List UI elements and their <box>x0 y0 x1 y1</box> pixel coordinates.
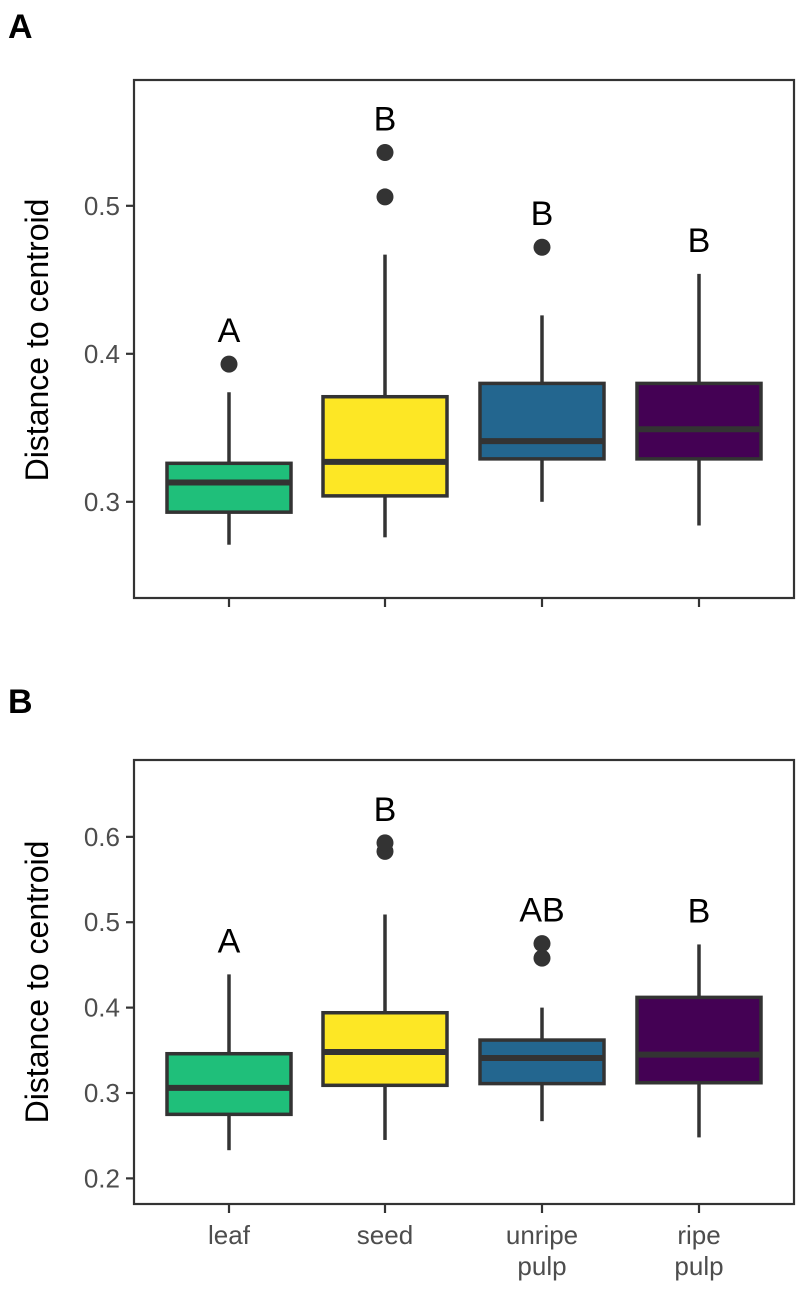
panel-a-y-axis: 0.3 0.4 0.5 <box>84 191 134 517</box>
panel-b-y-tick-label: 0.4 <box>84 993 120 1023</box>
panel-b-y-tick-label: 0.2 <box>84 1163 120 1193</box>
panel-b-category-label: unripe pulp <box>506 1220 578 1281</box>
significance-letter: A <box>218 922 241 960</box>
panel-b-y-tick-label: 0.5 <box>84 907 120 937</box>
panel-a-box-ripe-pulp: B <box>635 222 763 526</box>
panel-b-box-seed: B <box>321 791 449 1140</box>
panel-a-box-seed: B <box>321 101 449 538</box>
significance-letter: B <box>688 222 711 260</box>
panel-b-y-tick-label: 0.3 <box>84 1078 120 1108</box>
panel-a-box-unripe-pulp: B <box>478 195 606 502</box>
panel-a-letter: A <box>8 8 33 46</box>
significance-letter: A <box>218 312 241 350</box>
panel-b-category-label-line: seed <box>357 1220 413 1250</box>
significance-letter: B <box>374 791 397 829</box>
significance-letter: B <box>374 101 397 139</box>
interquartile-box <box>635 381 763 461</box>
outlier-point <box>376 834 394 852</box>
panel-b-category-label: leaf <box>208 1220 251 1250</box>
significance-letter: B <box>688 892 711 930</box>
outlier-point <box>376 188 394 206</box>
panel-b-category-label: seed <box>357 1220 413 1250</box>
panel-a-x-axis <box>227 598 701 607</box>
panel-a-y-tick-label: 0.3 <box>84 487 120 517</box>
significance-letter: AB <box>519 892 564 930</box>
panel-b-category-label-line: pulp <box>517 1251 566 1281</box>
panel-b-box-ripe-pulp: B <box>635 892 763 1138</box>
panel-a-y-tick-label: 0.4 <box>84 339 120 369</box>
significance-letter: B <box>531 195 554 233</box>
outlier-point <box>533 935 551 953</box>
outlier-point <box>376 144 394 162</box>
outlier-point <box>533 949 551 967</box>
interquartile-box <box>321 394 449 498</box>
panel-b-category-label: ripe pulp <box>674 1220 723 1281</box>
panel-b-box-leaf: A <box>165 922 293 1151</box>
panel-b-category-label-line: pulp <box>674 1251 723 1281</box>
outlier-point <box>533 238 551 256</box>
panel-b-y-tick-label: 0.6 <box>84 822 120 852</box>
panel-b-plot-frame <box>132 758 796 1206</box>
panel-a-y-tick-label: 0.5 <box>84 191 120 221</box>
panel-b: B Distance to centroid 0.2 0.3 0.4 0.5 0.6 l… <box>8 683 796 1281</box>
interquartile-box <box>478 381 606 461</box>
outlier-point <box>220 355 238 373</box>
panel-a: A Distance to centroid 0.3 0.4 0.5 A B B B <box>8 8 796 607</box>
panel-b-category-label-line: ripe <box>677 1220 720 1250</box>
panel-a-boxes: A B B B <box>165 101 763 545</box>
interquartile-box <box>165 461 293 514</box>
panel-b-category-label-line: leaf <box>208 1220 251 1250</box>
panel-b-letter: B <box>8 683 33 721</box>
panel-a-box-leaf: A <box>165 312 293 545</box>
panel-b-y-axis: 0.2 0.3 0.4 0.5 0.6 <box>84 822 134 1193</box>
interquartile-box <box>165 1051 293 1117</box>
panel-b-box-unripe-pulp: AB <box>478 892 606 1122</box>
interquartile-box <box>478 1038 606 1086</box>
panel-b-y-axis-title: Distance to centroid <box>19 841 55 1124</box>
panel-b-category-label-line: unripe <box>506 1220 578 1250</box>
interquartile-box <box>635 995 763 1085</box>
panel-a-plot-frame <box>132 78 796 600</box>
panel-a-y-axis-title: Distance to centroid <box>19 199 55 482</box>
